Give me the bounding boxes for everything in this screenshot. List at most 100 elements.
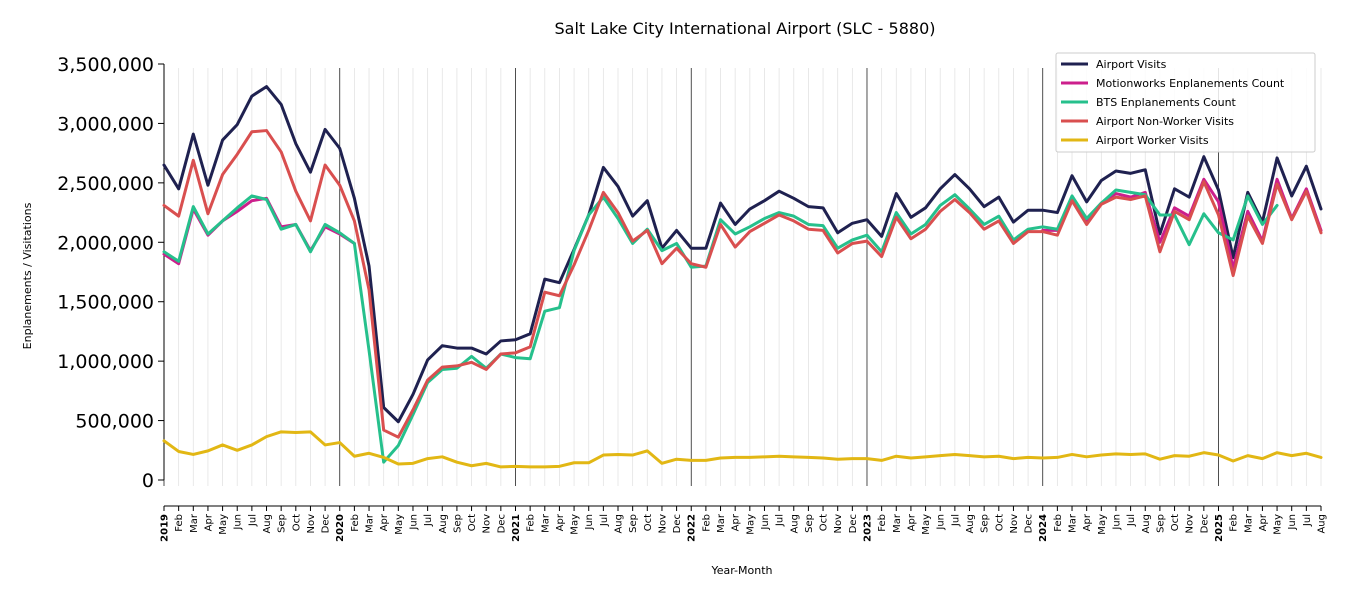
x-tick-label: Mar — [1243, 513, 1254, 533]
x-tick-label: Aug — [262, 514, 273, 534]
x-tick-label: Dec — [1199, 514, 1210, 533]
legend-label: Airport Non-Worker Visits — [1096, 115, 1234, 128]
series-line-bts-enplanements-count — [162, 188, 1279, 464]
x-tick-label: Jun — [1111, 514, 1122, 531]
x-tick-label: Nov — [306, 514, 317, 534]
x-tick-label: Feb — [1229, 514, 1240, 532]
x-tick-label: Nov — [1009, 514, 1020, 534]
x-tick-label: Nov — [833, 514, 844, 534]
x-tick-label: Aug — [789, 514, 800, 534]
x-tick-label: Nov — [482, 514, 493, 534]
grid-lines — [163, 68, 1322, 486]
x-tick-label: Aug — [614, 514, 625, 534]
x-tick-label: Feb — [701, 514, 712, 532]
x-tick-label: Jul — [1302, 514, 1313, 527]
x-tick-label: Feb — [526, 514, 537, 532]
x-tick-label: May — [394, 514, 405, 535]
x-tick-label: Sep — [452, 514, 463, 533]
x-tick-label: Apr — [555, 513, 566, 531]
chart-title: Salt Lake City International Airport (SL… — [555, 19, 936, 38]
x-tick-label: Aug — [1317, 514, 1328, 534]
x-tick-label: Dec — [496, 514, 507, 533]
x-tick-label: Jul — [599, 514, 610, 527]
x-tick-label: Mar — [892, 513, 903, 533]
y-tick-label: 3,000,000 — [57, 113, 154, 135]
x-tick-label: Jun — [1287, 514, 1298, 531]
x-tick-label: Sep — [628, 514, 639, 533]
x-tick-label: Jun — [408, 514, 419, 531]
x-tick-label: Mar — [1068, 513, 1079, 533]
x-tick-label: May — [921, 514, 932, 535]
x-tick-label: Apr — [1082, 513, 1093, 531]
series-line-airport-visits — [162, 85, 1323, 424]
x-tick-label: Mar — [716, 513, 727, 533]
y-tick-label: 2,500,000 — [57, 173, 154, 195]
x-tick-label: Dec — [672, 514, 683, 533]
x-tick-label: May — [570, 514, 581, 535]
x-tick-label: May — [218, 514, 229, 535]
x-tick-label: Feb — [877, 514, 888, 532]
x-tick-label: Sep — [804, 514, 815, 533]
x-tick-label: Aug — [965, 514, 976, 534]
x-tick-label: Dec — [1024, 514, 1035, 533]
x-tick-label: Jun — [760, 514, 771, 531]
x-tick-label: 2019 — [160, 514, 171, 542]
x-tick-label: Apr — [379, 513, 390, 531]
x-tick-label: Jul — [1126, 514, 1137, 527]
x-tick-label: Mar — [189, 513, 200, 533]
legend-frame — [1055, 52, 1316, 153]
x-tick-label: Jun — [584, 514, 595, 531]
x-tick-label: 2021 — [511, 514, 522, 542]
x-tick-label: Dec — [848, 514, 859, 533]
y-axis-label: Enplanements / Visitations — [21, 202, 34, 349]
x-tick-label: Jun — [233, 514, 244, 531]
y-tick-label: 0 — [142, 470, 154, 492]
x-tick-label: Sep — [1155, 514, 1166, 533]
x-tick-label: Oct — [1170, 514, 1181, 531]
legend-label: Airport Worker Visits — [1096, 134, 1209, 147]
x-tick-label: Jul — [423, 514, 434, 527]
y-tick-label: 3,500,000 — [57, 54, 154, 76]
x-axis-label: Year-Month — [710, 564, 772, 577]
x-tick-label: Aug — [438, 514, 449, 534]
series-line-motionworks-enplanements-count — [162, 177, 1323, 270]
x-tick-label: Feb — [174, 514, 185, 532]
x-tick-label: 2023 — [862, 514, 873, 542]
x-tick-label: May — [745, 514, 756, 535]
x-tick-label: Oct — [643, 514, 654, 531]
series-lines — [162, 85, 1323, 469]
x-tick-label: 2025 — [1214, 514, 1225, 542]
x-tick-label: Apr — [731, 513, 742, 531]
x-tick-label: Apr — [906, 513, 917, 531]
series-line-airport-non-worker-visits — [162, 129, 1323, 439]
x-tick-label: Jul — [775, 514, 786, 527]
x-tick-label: Oct — [994, 514, 1005, 531]
x-tick-label: Aug — [1141, 514, 1152, 534]
x-tick-label: Apr — [1258, 513, 1269, 531]
x-tick-label: Jun — [936, 514, 947, 531]
x-tick-label: 2020 — [335, 514, 346, 542]
x-tick-label: Mar — [540, 513, 551, 533]
x-tick-label: Dec — [321, 514, 332, 533]
x-tick-label: Sep — [980, 514, 991, 533]
x-tick-label: 2024 — [1038, 514, 1049, 542]
x-tick-label: Feb — [350, 514, 361, 532]
legend-label: Motionworks Enplanements Count — [1096, 77, 1285, 90]
x-tick-label: May — [1273, 514, 1284, 535]
x-tick-label: Mar — [365, 513, 376, 533]
x-tick-label: Oct — [819, 514, 830, 531]
legend-label: Airport Visits — [1096, 58, 1167, 71]
axes: 0 500,000 1,000,000 1,500,000 2,000,000 2,500… — [57, 54, 1327, 542]
x-tick-label: Nov — [1185, 514, 1196, 534]
x-tick-label: Oct — [291, 514, 302, 531]
x-tick-label: Oct — [467, 514, 478, 531]
y-tick-label: 500,000 — [75, 411, 154, 433]
x-tick-label: May — [1097, 514, 1108, 535]
x-tick-label: Nov — [657, 514, 668, 534]
x-tick-label: Jul — [950, 514, 961, 527]
x-tick-label: Feb — [1053, 514, 1064, 532]
x-tick-label: Apr — [203, 513, 214, 531]
y-tick-label: 1,500,000 — [57, 292, 154, 314]
y-tick-label: 2,000,000 — [57, 232, 154, 254]
